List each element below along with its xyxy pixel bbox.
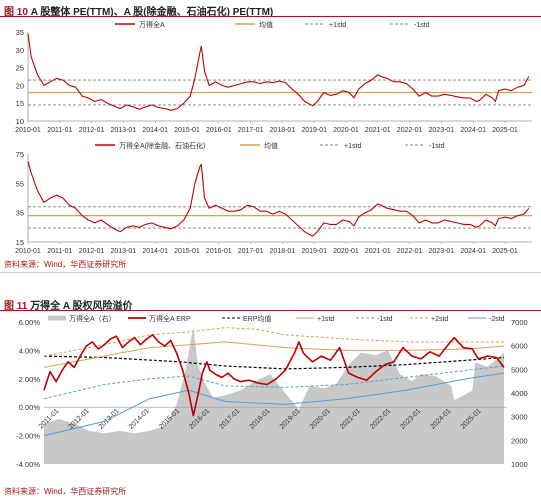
pe-chart-overall: 万得全A 均值 +1std -1std 10 15 20 25 30 35 2010-01 2011-… bbox=[15, 20, 532, 134]
x-tick-label: 2024-01 bbox=[460, 127, 486, 134]
source-note-1: 资料来源：Wind，华西证券研究所 bbox=[4, 260, 127, 269]
y-tick-label: 55 bbox=[16, 179, 24, 188]
y-right-tick-label: 7000 bbox=[511, 318, 528, 327]
legend-label-2: +1std bbox=[329, 22, 346, 29]
y-tick-label: 75 bbox=[16, 150, 24, 159]
y-tick-label: 20 bbox=[16, 81, 24, 90]
legend-label-3: -1std bbox=[429, 143, 445, 150]
x-tick-label: 2019-01 bbox=[301, 127, 327, 134]
figure-10-number: 图 10 bbox=[4, 7, 28, 18]
legend-label-1: 万得全A ERP bbox=[149, 314, 191, 323]
y-right-tick-label: 1000 bbox=[511, 460, 528, 469]
x-tick-label: 2010-01 bbox=[15, 248, 41, 255]
x-tick-label: 2015-01 bbox=[174, 127, 200, 134]
erp-series-line-6 bbox=[43, 372, 505, 437]
title-rule-1 bbox=[0, 16, 541, 17]
figure-10-text: A 股整体 PE(TTM)、A 股(除金融、石油石化) PE(TTM) bbox=[30, 7, 274, 18]
figure-10-title: 图 10 A 股整体 PE(TTM)、A 股(除金融、石油石化) PE(TTM) bbox=[4, 3, 273, 18]
erp-series-line-4 bbox=[43, 365, 505, 400]
erp-series-line-5 bbox=[43, 327, 504, 357]
x-tick-label: 2020-01 bbox=[333, 248, 359, 255]
y-left-tick-label: 4.00% bbox=[19, 346, 41, 355]
x-tick-label: 2016-01 bbox=[206, 127, 232, 134]
x-tick-label: 2013-01 bbox=[111, 127, 137, 134]
pe-series-line bbox=[27, 33, 530, 111]
y-tick-label: 15 bbox=[16, 238, 24, 247]
figure-11-title: 图 11 万得全 A 股权风险溢价 bbox=[4, 297, 133, 312]
y-right-tick-label: 6000 bbox=[511, 342, 528, 351]
y-tick-label: 25 bbox=[16, 64, 24, 73]
legend-label-6: -2std bbox=[489, 316, 505, 323]
erp-series-line-3 bbox=[43, 341, 505, 368]
y-right-tick-label: 2000 bbox=[511, 436, 528, 445]
x-tick-label: 2025-01 bbox=[492, 248, 518, 255]
legend-label-0: 万得全A(除金融、石油石化) bbox=[119, 141, 205, 150]
x-tick-label: 2025-01 bbox=[492, 127, 518, 134]
x-tick-label: 2016-01 bbox=[206, 248, 232, 255]
x-tick-label: 2012-01 bbox=[79, 127, 105, 134]
x-tick-label: 2022-01 bbox=[397, 127, 423, 134]
pe-chart-ex-financial: 万得全A(除金融、石油石化) 均值 +1std -1std 15 35 55 75 2010-0… bbox=[15, 141, 532, 255]
x-tick-label: 2023-01 bbox=[429, 127, 455, 134]
y-tick-label: 35 bbox=[16, 209, 24, 218]
x-tick-label: 2019-01 bbox=[301, 248, 327, 255]
source-rule-1 bbox=[0, 272, 541, 273]
legend-label-2: +1std bbox=[344, 143, 361, 150]
x-tick-label: 2020-01 bbox=[333, 127, 359, 134]
x-tick-label: 2013-01 bbox=[111, 248, 137, 255]
x-tick-label: 2015-01 bbox=[174, 248, 200, 255]
x-tick-label: 2021-01 bbox=[365, 127, 391, 134]
x-tick-label: 2014-01 bbox=[128, 408, 151, 431]
x-tick-label: 2024-01 bbox=[460, 248, 486, 255]
pe-series-line bbox=[27, 161, 530, 237]
erp-series-line-1 bbox=[43, 333, 505, 417]
y-left-tick-label: 2.00% bbox=[19, 375, 41, 384]
legend-label-1: 均值 bbox=[264, 141, 278, 150]
title-rule-2 bbox=[0, 310, 541, 311]
y-right-tick-label: 5000 bbox=[511, 365, 528, 374]
x-tick-label: 2017-01 bbox=[238, 248, 264, 255]
y-tick-label: 35 bbox=[16, 28, 24, 37]
x-tick-label: 2021-01 bbox=[365, 248, 391, 255]
x-tick-label: 2023-01 bbox=[429, 248, 455, 255]
legend-label-5: +2std bbox=[431, 316, 448, 323]
x-tick-label: 2018-01 bbox=[270, 127, 296, 134]
legend-label-1: 均值 bbox=[259, 20, 273, 29]
legend-label-0: 万得全A（右） bbox=[69, 314, 116, 323]
x-tick-label: 2012-01 bbox=[79, 248, 105, 255]
legend-label-0: 万得全A bbox=[139, 20, 165, 29]
x-tick-label: 2011-01 bbox=[47, 248, 72, 255]
y-left-tick-label: -2.00% bbox=[16, 432, 40, 441]
y-right-tick-label: 4000 bbox=[511, 389, 528, 398]
y-left-tick-label: 0.00% bbox=[19, 403, 41, 412]
legend-label-3: +1std bbox=[317, 316, 334, 323]
x-tick-label: 2017-01 bbox=[238, 127, 264, 134]
y-tick-label: 15 bbox=[16, 99, 24, 108]
x-tick-label: 2022-01 bbox=[397, 248, 423, 255]
x-tick-label: 2014-01 bbox=[142, 248, 168, 255]
figure-11-number: 图 11 bbox=[4, 301, 28, 312]
y-right-tick-label: 3000 bbox=[511, 413, 528, 422]
y-left-tick-label: 6.00% bbox=[19, 318, 41, 327]
x-tick-label: 2018-01 bbox=[270, 248, 296, 255]
y-left-tick-label: -4.00% bbox=[16, 460, 40, 469]
legend-label-2: ERP均值 bbox=[243, 314, 271, 323]
legend-label-3: -1std bbox=[414, 22, 430, 29]
y-tick-label: 30 bbox=[16, 46, 24, 55]
index-area bbox=[44, 326, 504, 464]
x-tick-label: 2011-01 bbox=[47, 127, 72, 134]
figure-11-text: 万得全 A 股权风险溢价 bbox=[30, 301, 133, 312]
source-note-2: 资料来源：Wind，华西证券研究所 bbox=[4, 487, 127, 496]
erp-series-line-2 bbox=[43, 355, 505, 370]
x-tick-label: 2014-01 bbox=[142, 127, 168, 134]
y-tick-label: 10 bbox=[16, 117, 24, 126]
erp-chart: 万得全A（右） 万得全A ERP ERP均值 +1std -1std +2std -2std… bbox=[16, 314, 528, 469]
x-tick-label: 2010-01 bbox=[15, 127, 41, 134]
legend-label-4: -1std bbox=[377, 316, 393, 323]
